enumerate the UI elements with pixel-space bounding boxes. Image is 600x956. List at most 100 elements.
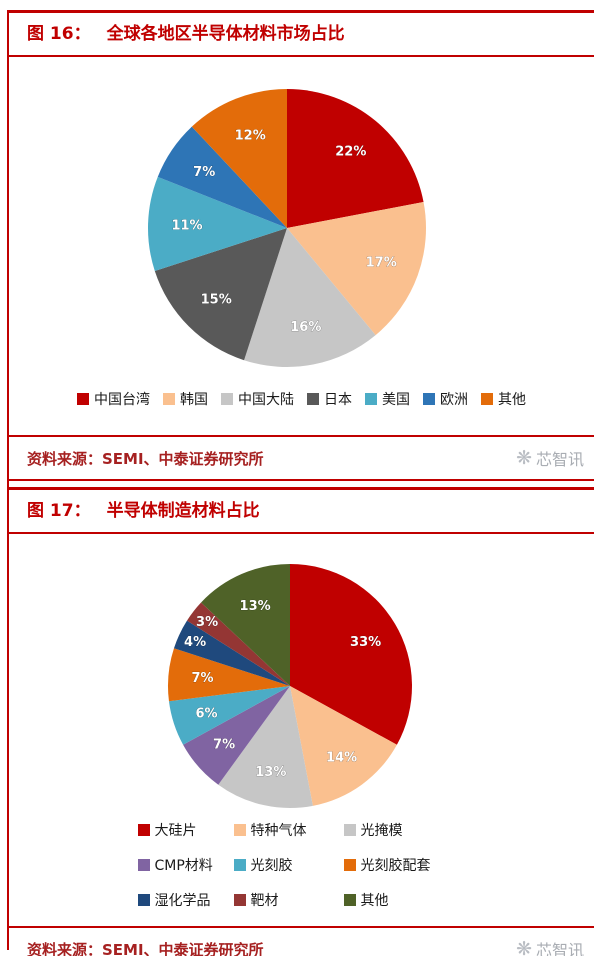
pie-data-label-日本: 15% [201,292,232,307]
figure-17-title: 半导体制造材料占比 [106,501,260,521]
legend-label: 美国 [382,392,410,408]
pie-slice-中国大陆 [244,228,376,368]
legend-swatch-icon [137,894,150,906]
legend-item-其他: 其他 [343,890,466,910]
legend-label: 中国大陆 [238,392,294,408]
pie-chart-material-share: 33% 14% 13% 7% 6% 7% 4% 3% 13% [167,564,412,809]
source-text: 资料来源：SEMI、中泰证券研究所 [27,449,264,468]
figure-16-label: 图 16： [27,24,91,44]
legend-swatch-icon [365,393,377,405]
figure-16-title: 全球各地区半导体材料市场占比 [106,24,345,44]
pie-data-label-光刻胶: 6% [195,707,217,722]
watermark-logo-icon: ❋ [516,937,532,956]
legend-swatch-icon [423,393,435,405]
legend-label: 欧洲 [440,392,468,408]
figure-16-source-row: 资料来源：SEMI、中泰证券研究所 ❋ 芯智讯 [9,435,594,481]
legend-swatch-icon [343,894,356,906]
pie-slice-中国台湾 [287,89,424,228]
watermark-logo-icon: ❋ [516,446,532,469]
legend-swatch-icon [343,859,356,871]
pie-slice-美国 [147,176,287,271]
pie-slice-其他 [201,564,290,686]
figure-17-legend: 大硅片 特种气体 光掩模 CMP材料 光刻胶 光刻胶配套湿化学品 靶材 其他 [9,820,594,910]
figure-16-header: 图 16： 全球各地区半导体材料市场占比 [9,10,594,57]
watermark-text: 芯智讯 [535,941,584,956]
legend-label: 大硅片 [154,823,197,839]
legend-swatch-icon [77,393,89,405]
pie-slice-大硅片 [290,564,412,745]
legend-label: 其他 [360,893,389,909]
legend-label: 日本 [324,392,352,408]
figure-16-legend: 中国台湾 韩国 中国大陆 日本 美国 欧洲 其他 [9,389,594,409]
legend-swatch-icon [137,824,150,836]
legend-item-靶材: 靶材 [233,890,344,910]
legend-item-湿化学品: 湿化学品 [137,890,234,910]
pie-slice-湿化学品 [173,620,290,686]
pie-data-label-美国: 11% [171,218,202,233]
legend-swatch-icon [233,859,246,871]
pie-data-label-光刻胶配套: 7% [191,671,213,686]
legend-item-特种气体: 特种气体 [233,820,344,840]
pie-data-label-CMP材料: 7% [213,738,235,753]
legend-item-CMP材料: CMP材料 [137,855,234,875]
legend-label: 特种气体 [250,823,307,839]
figure-17: 图 17： 半导体制造材料占比 33% 14% 13% 7% 6% 7% 4% 3% 13% 大硅… [9,487,594,956]
legend-item-欧洲: 欧洲 [423,389,468,409]
watermark: ❋ 芯智讯 [516,446,584,470]
legend-label: 光刻胶 [250,858,293,874]
pie-data-label-其他: 12% [235,128,266,143]
legend-item-中国大陆: 中国大陆 [221,389,294,409]
pie-slice-日本 [154,228,287,361]
pie-data-label-其他: 13% [240,599,271,614]
legend-label: 韩国 [180,392,208,408]
watermark-text: 芯智讯 [535,450,584,469]
legend-item-其他: 其他 [481,389,526,409]
pie-slice-其他 [191,89,287,228]
legend-swatch-icon [221,393,233,405]
legend-swatch-icon [137,859,150,871]
pie-data-label-中国大陆: 16% [290,320,321,335]
legend-label: 中国台湾 [94,392,150,408]
figure-17-label: 图 17： [27,501,91,521]
pie-data-label-大硅片: 33% [350,635,381,650]
pie-slice-光掩模 [218,686,313,809]
watermark: ❋ 芯智讯 [516,937,584,956]
legend-label: CMP材料 [154,858,213,874]
legend-item-美国: 美国 [365,389,410,409]
legend-swatch-icon [343,824,356,836]
pie-slice-靶材 [186,602,290,686]
legend-swatch-icon [481,393,493,405]
legend-label: 湿化学品 [154,893,211,909]
figure-17-source-row: 资料来源：SEMI、中泰证券研究所 ❋ 芯智讯 [9,926,594,956]
pie-data-label-韩国: 17% [366,255,397,270]
pie-slice-CMP材料 [183,686,290,785]
left-red-rule [7,10,9,950]
pie-data-label-湿化学品: 4% [184,635,206,650]
legend-item-日本: 日本 [307,389,352,409]
legend-label: 靶材 [250,893,279,909]
legend-swatch-icon [233,894,246,906]
pie-slice-韩国 [287,201,427,336]
legend-item-光刻胶: 光刻胶 [233,855,344,875]
pie-chart-region-share: 22% 17% 16% 15% 11% 7% 12% [147,89,427,368]
figure-16: 图 16： 全球各地区半导体材料市场占比 22% 17% 16% 15% 11% 7% 12%… [9,10,594,481]
legend-swatch-icon [163,393,175,405]
legend-item-韩国: 韩国 [163,389,208,409]
pie-data-label-中国台湾: 22% [335,144,366,159]
legend-label: 光刻胶配套 [360,858,431,874]
pie-slice-光刻胶 [168,686,290,745]
legend-item-中国台湾: 中国台湾 [77,389,150,409]
figure-17-chart-area: 33% 14% 13% 7% 6% 7% 4% 3% 13% [9,534,594,814]
pie-data-label-特种气体: 14% [326,751,357,766]
legend-item-光掩模: 光掩模 [343,820,466,840]
source-text: 资料来源：SEMI、中泰证券研究所 [27,940,264,956]
pie-data-label-光掩模: 13% [255,765,286,780]
pie-data-label-靶材: 3% [196,615,218,630]
figure-16-chart-area: 22% 17% 16% 15% 11% 7% 12% [9,57,594,387]
legend-swatch-icon [233,824,246,836]
legend-item-大硅片: 大硅片 [137,820,234,840]
legend-swatch-icon [307,393,319,405]
legend-label: 光掩模 [360,823,403,839]
legend-item-光刻胶配套: 光刻胶配套 [343,855,466,875]
